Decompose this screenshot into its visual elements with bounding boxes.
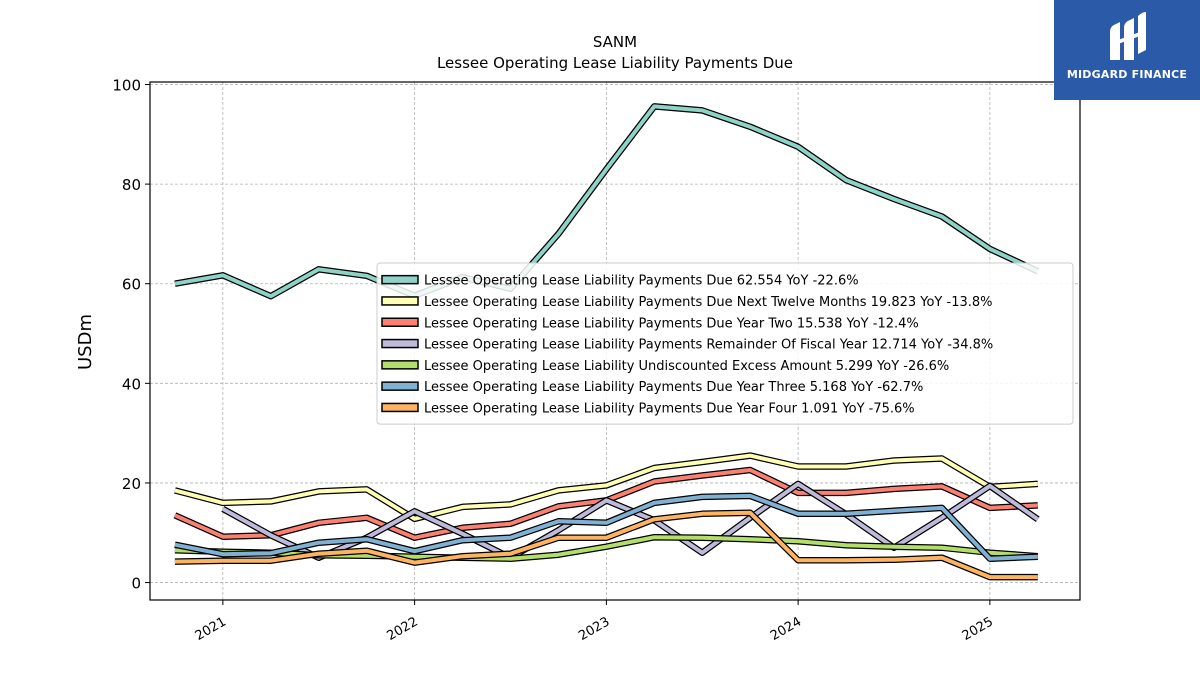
brand-name: MIDGARD FINANCE (1066, 68, 1188, 81)
plot-frame (149, 81, 1081, 601)
brand-logo: MIDGARD FINANCE (1054, 0, 1200, 100)
legend-swatch (381, 274, 419, 285)
legend-swatch (381, 296, 419, 306)
x-tick-label: 2023 (576, 614, 612, 644)
y-ticks: 0 20 40 60 80 100 (112, 76, 150, 593)
x-tick-label: 2024 (768, 614, 804, 644)
brand-mark-icon (1110, 12, 1146, 60)
legend: Lessee Operating Lease Liability Payment… (376, 262, 1074, 425)
x-ticks: 2021 2022 2023 2024 2025 (193, 600, 996, 644)
series-stroke (174, 493, 1038, 561)
y-axis-label: USDm (75, 314, 96, 370)
legend-label: Lessee Operating Lease Liability Undisco… (424, 359, 949, 374)
series-line-7 (174, 509, 1038, 581)
y-tick-label: 60 (122, 276, 141, 294)
x-tick-label: 2021 (193, 614, 229, 644)
x-tick-label: 2025 (960, 614, 996, 644)
x-tick-label: 2022 (384, 614, 420, 644)
legend-swatch (381, 317, 419, 327)
chart-title: SANM (593, 33, 637, 51)
series-line-1 (174, 103, 1040, 300)
series-stroke (174, 104, 1039, 299)
legend-label: Lessee Operating Lease Liability Payment… (424, 274, 859, 289)
legend-swatch (381, 381, 419, 391)
legend-label: Lessee Operating Lease Liability Payment… (424, 295, 993, 310)
series-line-2 (174, 452, 1039, 523)
y-tick-label: 40 (122, 375, 141, 393)
series-stroke (174, 510, 1038, 580)
legend-swatch (381, 402, 419, 413)
legend-box (376, 262, 1074, 425)
legend-label: Lessee Operating Lease Liability Payment… (424, 380, 923, 395)
legend-swatch (381, 338, 419, 349)
y-tick-label: 20 (122, 475, 141, 493)
series-stroke (174, 453, 1038, 521)
legend-label: Lessee Operating Lease Liability Payment… (424, 338, 993, 353)
y-tick-label: 80 (122, 176, 141, 194)
plot-lines (173, 103, 1040, 581)
legend-label: Lessee Operating Lease Liability Payment… (424, 316, 919, 331)
y-tick-label: 0 (131, 575, 141, 593)
legend-swatch (381, 360, 419, 370)
legend-label: Lessee Operating Lease Liability Payment… (424, 401, 915, 416)
series-line-6 (174, 492, 1038, 562)
y-tick-label: 100 (112, 76, 141, 94)
chart-subtitle: Lessee Operating Lease Liability Payment… (437, 54, 793, 72)
